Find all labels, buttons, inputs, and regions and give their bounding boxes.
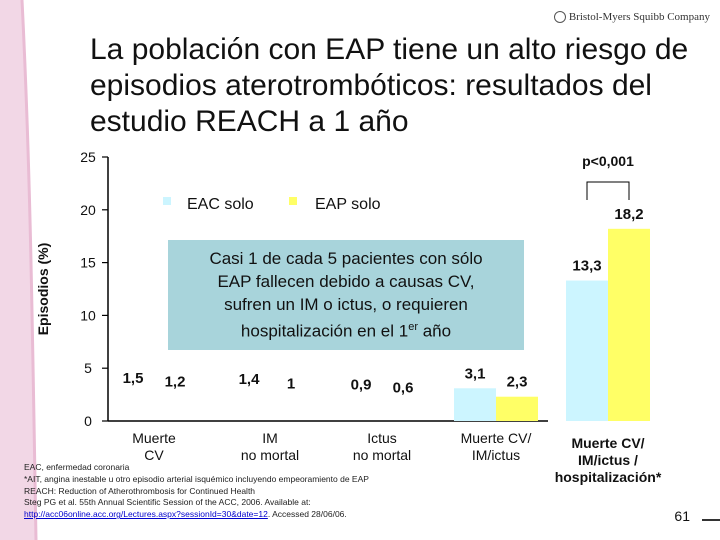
category-label-0-0: Muerte xyxy=(132,430,176,446)
category-label-0-1: CV xyxy=(144,447,164,463)
category-label-4-0: Muerte CV/ xyxy=(571,435,644,451)
y-tick-label-25: 25 xyxy=(80,149,96,165)
footnotes: EAC, enfermedad coronaria *AIT, angina i… xyxy=(24,462,484,521)
data-label-eac-2: 0,9 xyxy=(351,376,372,393)
logo-icon xyxy=(553,11,566,23)
bar-eac-4 xyxy=(566,280,608,421)
footnote-accessed: . Accessed 28/06/06. xyxy=(267,509,347,520)
legend-swatch-eap xyxy=(289,197,297,205)
footnote-abbrev: EAC, enfermedad coronaria xyxy=(24,462,130,472)
callout-line-4-sup: er xyxy=(408,321,418,334)
category-label-1-0: IM xyxy=(262,430,278,446)
page-number: 61 xyxy=(674,508,690,524)
category-label-2-1: no mortal xyxy=(353,447,411,463)
bar-eap-4 xyxy=(608,228,650,421)
legend-label-eap: EAP solo xyxy=(315,196,381,213)
callout-line-1: Casi 1 de cada 5 pacientes con sólo xyxy=(209,249,483,269)
y-tick-label-15: 15 xyxy=(80,255,96,271)
data-label-eap-1: 1 xyxy=(287,375,295,392)
legend-label-eac: EAC solo xyxy=(187,196,254,213)
company-logo: Bristol-Myers Squibb Company xyxy=(553,11,710,23)
category-label-3-0: Muerte CV/ xyxy=(461,430,532,446)
category-label-4-2: hospitalización* xyxy=(555,469,662,485)
callout-line-4-post: año xyxy=(417,321,452,341)
footnote-ait: *AIT, angina inestable u otro episodio a… xyxy=(24,473,369,484)
y-axis-label: Episodios (%) xyxy=(35,243,51,336)
corner-rule xyxy=(702,519,720,521)
y-tick-label-0: 0 xyxy=(84,413,92,429)
data-label-eac-1: 1,4 xyxy=(239,371,261,388)
significance-label: p<0,001 xyxy=(582,153,634,169)
bar-eac-3 xyxy=(454,388,496,421)
reference-link[interactable]: http://acc06online.acc.org/Lectures.aspx… xyxy=(24,509,268,520)
significance-bracket xyxy=(586,181,630,200)
logo-text: Bristol-Myers Squibb Company xyxy=(568,11,710,23)
bar-eap-3 xyxy=(496,396,538,421)
slide-title: La población con EAP tiene un alto riesg… xyxy=(90,33,689,138)
data-label-eap-0: 1,2 xyxy=(165,373,186,390)
data-label-eac-3: 3,1 xyxy=(465,365,486,382)
data-label-eap-3: 2,3 xyxy=(507,374,528,391)
data-label-eac-0: 1,5 xyxy=(123,370,144,387)
data-label-eap-2: 0,6 xyxy=(393,380,414,397)
callout-line-4: hospitalización en el 1er año xyxy=(209,316,482,343)
callout-line-2: EAP fallecen debido a causas CV, xyxy=(217,272,475,292)
category-label-3-1: IM/ictus xyxy=(472,447,520,463)
footnote-reach: REACH: Reduction of Atherothrombosis for… xyxy=(24,485,256,496)
y-tick-label-20: 20 xyxy=(80,202,96,218)
callout-line-3: sufren un IM o ictus, o requieren xyxy=(224,295,468,315)
data-label-eap-4: 18,2 xyxy=(614,206,643,223)
callout-line-4-pre: hospitalización en el 1 xyxy=(240,321,409,341)
decorative-curve xyxy=(0,0,38,540)
callout-box: Casi 1 de cada 5 pacientes con sólo EAP … xyxy=(168,240,524,350)
category-label-1-1: no mortal xyxy=(241,447,299,463)
category-label-4-1: IM/ictus / xyxy=(578,452,638,468)
y-tick-label-5: 5 xyxy=(84,360,92,376)
footnote-link-line: http://acc06online.acc.org/Lectures.aspx… xyxy=(24,509,484,521)
data-label-eac-4: 13,3 xyxy=(572,258,601,275)
y-tick-label-10: 10 xyxy=(80,307,96,323)
legend-swatch-eac xyxy=(163,197,171,205)
category-label-2-0: Ictus xyxy=(367,430,397,446)
footnote-reference: Steg PG et al. 55th Annual Scientific Se… xyxy=(24,497,311,508)
